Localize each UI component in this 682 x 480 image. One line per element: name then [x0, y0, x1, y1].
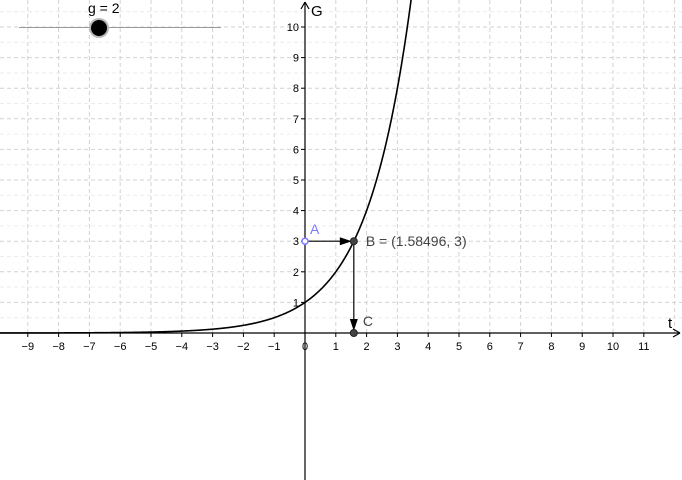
- y-tick-label: 3: [293, 236, 299, 248]
- point-c[interactable]: [349, 329, 358, 337]
- x-tick-label: 9: [579, 341, 585, 353]
- x-axis-label: t: [668, 315, 673, 332]
- arrowhead-b: [339, 237, 352, 246]
- y-tick-label: 1: [293, 297, 299, 309]
- x-tick-label: −9: [22, 341, 35, 353]
- x-tick-label: −7: [83, 341, 96, 353]
- x-tick-label: 10: [607, 341, 619, 353]
- y-tick-label: 8: [293, 83, 299, 95]
- y-tick-label: 4: [293, 206, 299, 218]
- y-tick-label: 10: [287, 22, 299, 34]
- point-a[interactable]: [301, 237, 309, 245]
- x-tick-label: 8: [548, 341, 554, 353]
- point-a-label: A: [310, 221, 320, 237]
- x-axis-arrowhead: [672, 328, 681, 338]
- x-tick-label: 5: [456, 341, 462, 353]
- x-tick-label: 2: [364, 341, 370, 353]
- function-curve[interactable]: [0, 0, 412, 334]
- x-tick-label: 6: [487, 341, 493, 353]
- x-tick-label: −6: [114, 341, 127, 353]
- x-tick-label: 1: [333, 341, 339, 353]
- point-c-label: C: [363, 313, 373, 329]
- y-tick-label: 2: [293, 267, 299, 279]
- x-tick-label: 3: [394, 341, 400, 353]
- x-tick-label: −1: [268, 341, 281, 353]
- slider-label: g = 2: [88, 0, 120, 16]
- y-tick-label: 7: [293, 114, 299, 126]
- slider-track[interactable]: [19, 27, 221, 28]
- x-tick-label: 4: [425, 341, 431, 353]
- x-tick-label: 0: [302, 341, 308, 353]
- y-tick-label: 5: [293, 175, 299, 187]
- x-tick-label: 11: [638, 341, 649, 353]
- y-tick-label: 9: [293, 53, 299, 65]
- slider-handle[interactable]: [91, 20, 107, 36]
- x-tick-label: −4: [176, 341, 189, 353]
- y-tick-label: 6: [293, 144, 299, 156]
- x-tick-label: −8: [52, 341, 65, 353]
- y-axis-label: G: [311, 3, 323, 20]
- x-tick-label: 7: [518, 341, 524, 353]
- y-axis-arrowhead: [300, 1, 310, 10]
- arrowhead-c: [349, 319, 358, 331]
- x-tick-label: −5: [145, 341, 158, 353]
- point-b[interactable]: [349, 237, 358, 246]
- x-tick-label: −2: [237, 341, 250, 353]
- point-b-label: B = (1.58496, 3): [366, 233, 467, 249]
- x-tick-label: −3: [206, 341, 219, 353]
